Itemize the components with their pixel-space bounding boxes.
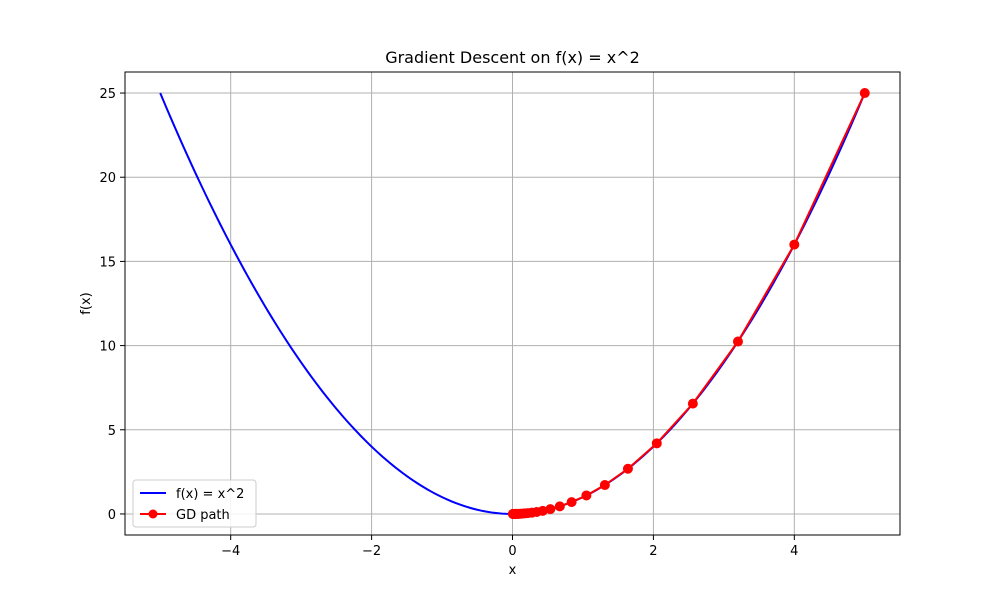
gd-path-point <box>507 508 518 519</box>
gd-path-point <box>789 239 800 250</box>
x-tick-label: 4 <box>790 544 798 559</box>
grid-layer <box>125 72 900 535</box>
y-axis-label: f(x) <box>79 292 94 314</box>
gd-path-point <box>859 88 870 99</box>
x-axis-label: x <box>509 563 517 578</box>
y-tick-label: 15 <box>99 255 116 270</box>
x-tick-label: 0 <box>508 544 516 559</box>
legend-box <box>132 479 257 528</box>
x-tick-label: −4 <box>221 544 240 559</box>
gd-path-point <box>732 336 743 347</box>
gd-path-point <box>687 398 698 409</box>
x-tick-label: −2 <box>362 544 381 559</box>
gd-path-point <box>599 480 610 491</box>
plot-layer <box>159 88 870 519</box>
x-tick-label: 2 <box>649 544 657 559</box>
legend-label: f(x) = x^2 <box>176 487 244 502</box>
legend: f(x) = x^2 GD path <box>132 479 257 528</box>
chart-title: Gradient Descent on f(x) = x^2 <box>385 48 640 67</box>
y-tick-label: 5 <box>108 424 116 439</box>
y-tick-label: 0 <box>108 508 116 523</box>
tick-layer: −4 −2 0 2 4 0 5 10 15 20 25 <box>99 87 798 559</box>
y-tick-label: 25 <box>99 87 116 102</box>
gd-path-point <box>554 501 565 512</box>
legend-marker <box>148 509 158 519</box>
series-line-gd-path <box>512 92 866 515</box>
gd-path-point <box>651 438 662 449</box>
y-tick-label: 10 <box>99 340 116 355</box>
y-tick-label: 20 <box>99 171 116 186</box>
gd-path-point <box>581 490 592 501</box>
legend-label: GD path <box>176 508 230 523</box>
gd-path-point <box>622 463 633 474</box>
gd-path-point <box>566 497 577 508</box>
